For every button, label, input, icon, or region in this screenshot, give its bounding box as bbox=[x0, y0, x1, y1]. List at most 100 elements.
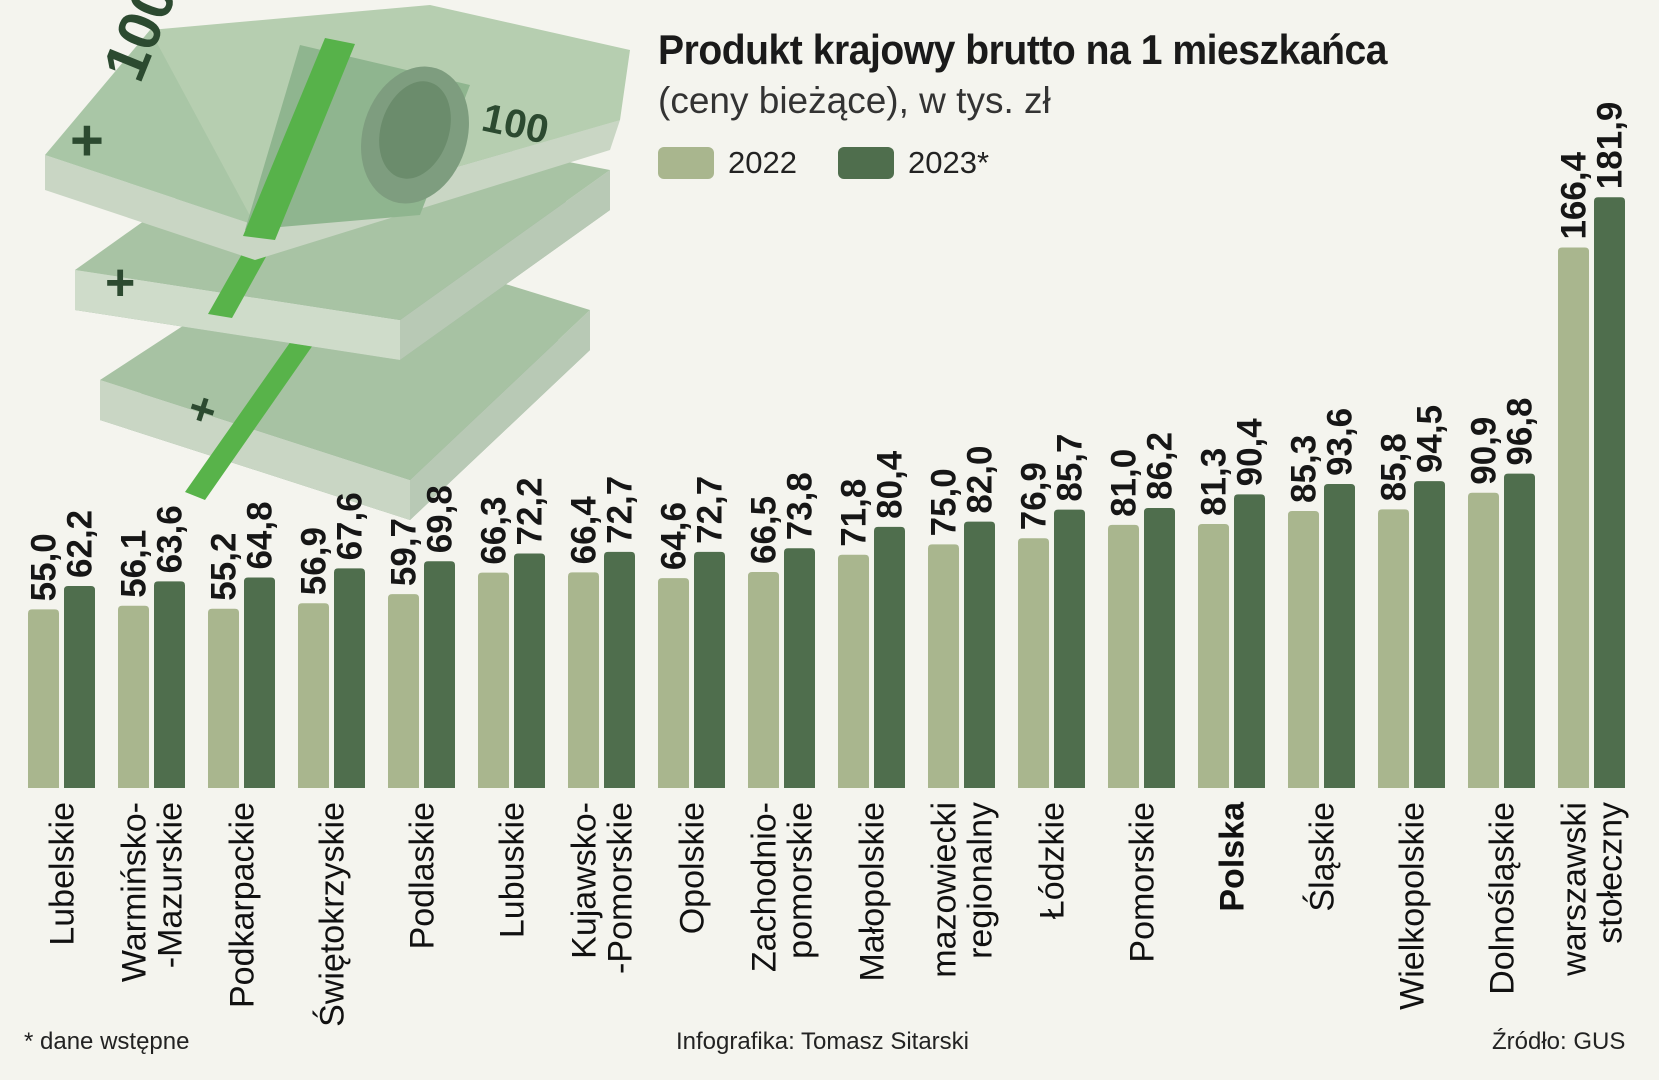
svg-text:+: + bbox=[70, 108, 104, 173]
value-label-kujawsko-pomorskie-2023: 72,7 bbox=[601, 476, 640, 544]
value-label-śląskie-2022: 85,3 bbox=[1285, 435, 1324, 503]
bar-podlaskie-2023 bbox=[424, 561, 455, 788]
value-label-wielkopolskie-2022: 85,8 bbox=[1375, 433, 1414, 501]
category-label-lubelskie: Lubelskie bbox=[44, 802, 82, 946]
value-label-opolskie-2023: 72,7 bbox=[691, 476, 730, 544]
value-label-opolskie-2022: 64,6 bbox=[655, 502, 694, 570]
value-label-dolnośląskie-2023: 96,8 bbox=[1501, 397, 1540, 465]
value-label-polska-2023: 90,4 bbox=[1231, 418, 1270, 487]
value-label-polska-2022: 81,3 bbox=[1195, 448, 1234, 516]
value-label-warszawski-stołeczny-2022: 166,4 bbox=[1555, 151, 1594, 239]
category-label-warszawski-stołeczny-line2: stołeczny bbox=[1592, 802, 1630, 944]
category-labels: Lubelskie Warmińsko--Mazurskie Podkarpacki… bbox=[44, 801, 1630, 1027]
bar-podkarpackie-2022 bbox=[208, 608, 239, 788]
bar-lubuskie-2023 bbox=[514, 553, 545, 788]
category-label-polska: Polska bbox=[1214, 801, 1252, 912]
banknote-bundle-top: 100 100 + bbox=[45, 0, 630, 260]
bar-dolnośląskie-2023 bbox=[1504, 473, 1535, 788]
value-label-łódzkie-2022: 76,9 bbox=[1015, 462, 1054, 530]
banknote-stack-illustration: + + 100 100 + bbox=[45, 0, 630, 520]
legend-label-2022: 2022 bbox=[728, 145, 797, 180]
legend-swatch-2022 bbox=[658, 147, 714, 179]
footnote: * dane wstępne bbox=[24, 1028, 190, 1055]
value-label-kujawsko-pomorskie-2022: 66,4 bbox=[565, 496, 604, 565]
bar-śląskie-2022 bbox=[1288, 510, 1319, 788]
bar-lubelskie-2022 bbox=[28, 609, 59, 788]
category-label-warmińsko-mazurskie-line1: Warmińsko- bbox=[116, 802, 154, 982]
value-label-małopolskie-2022: 71,8 bbox=[835, 479, 874, 547]
legend-label-2023: 2023* bbox=[908, 145, 990, 180]
chart-subtitle: (ceny bieżące), w tys. zł bbox=[658, 80, 1051, 121]
category-label-opolskie: Opolskie bbox=[674, 802, 712, 934]
category-label-łódzkie: Łódzkie bbox=[1034, 802, 1072, 919]
bar-polska-2022 bbox=[1198, 523, 1229, 788]
bar-świętokrzyskie-2023 bbox=[334, 568, 365, 788]
bar-polska-2023 bbox=[1234, 494, 1265, 788]
value-label-lubelskie-2023: 62,2 bbox=[61, 510, 100, 578]
bar-lubelskie-2023 bbox=[64, 585, 95, 788]
value-label-pomorskie-2023: 86,2 bbox=[1141, 432, 1180, 500]
bar-małopolskie-2023 bbox=[874, 526, 905, 788]
bar-śląskie-2023 bbox=[1324, 483, 1355, 788]
value-label-lubelskie-2022: 55,0 bbox=[25, 533, 64, 601]
legend-swatch-2023 bbox=[838, 147, 894, 179]
value-label-mazowiecki-regionalny-2022: 75,0 bbox=[925, 468, 964, 536]
bar-warmińsko-mazurskie-2022 bbox=[118, 605, 149, 788]
value-label-warmińsko-mazurskie-2023: 63,6 bbox=[151, 505, 190, 573]
chart-title: Produkt krajowy brutto na 1 mieszkańca bbox=[658, 26, 1388, 73]
category-label-podkarpackie: Podkarpackie bbox=[224, 802, 262, 1008]
value-label-śląskie-2023: 93,6 bbox=[1321, 408, 1360, 476]
bar-pomorskie-2023 bbox=[1144, 508, 1175, 788]
legend-item-2023: 2023* bbox=[838, 145, 990, 180]
bar-mazowiecki-regionalny-2023 bbox=[964, 521, 995, 788]
bar-wielkopolskie-2023 bbox=[1414, 481, 1445, 788]
bar-pomorskie-2022 bbox=[1108, 524, 1139, 788]
category-label-warszawski-stołeczny-line1: warszawski bbox=[1556, 802, 1594, 977]
category-label-kujawsko-pomorskie-line1: Kujawsko- bbox=[566, 802, 604, 959]
value-label-zachodnio-pomorskie-2022: 66,5 bbox=[745, 496, 784, 564]
category-label-mazowiecki-regionalny-line1: mazowiecki bbox=[926, 802, 964, 978]
value-label-podkarpackie-2022: 55,2 bbox=[205, 533, 244, 601]
category-label-wielkopolskie: Wielkopolskie bbox=[1394, 802, 1432, 1010]
bar-małopolskie-2022 bbox=[838, 554, 869, 788]
bar-łódzkie-2022 bbox=[1018, 538, 1049, 788]
bar-podlaskie-2022 bbox=[388, 594, 419, 788]
bar-dolnośląskie-2022 bbox=[1468, 492, 1499, 788]
category-label-lubuskie: Lubuskie bbox=[494, 802, 532, 938]
value-label-zachodnio-pomorskie-2023: 73,8 bbox=[781, 472, 820, 540]
value-label-świętokrzyskie-2022: 56,9 bbox=[295, 527, 334, 595]
bar-kujawsko-pomorskie-2022 bbox=[568, 572, 599, 788]
value-label-mazowiecki-regionalny-2023: 82,0 bbox=[961, 446, 1000, 514]
source: Źródło: GUS bbox=[1492, 1028, 1626, 1055]
category-label-mazowiecki-regionalny-line2: regionalny bbox=[962, 802, 1000, 959]
bar-łódzkie-2023 bbox=[1054, 509, 1085, 788]
bar-podkarpackie-2023 bbox=[244, 577, 275, 788]
value-label-podkarpackie-2023: 64,8 bbox=[241, 501, 280, 569]
value-label-podlaskie-2023: 69,8 bbox=[421, 485, 460, 553]
bar-zachodnio-pomorskie-2022 bbox=[748, 572, 779, 788]
svg-text:+: + bbox=[105, 254, 135, 312]
bar-kujawsko-pomorskie-2023 bbox=[604, 551, 635, 788]
credit: Infografika: Tomasz Sitarski bbox=[676, 1028, 970, 1055]
bar-group bbox=[28, 197, 1625, 789]
category-label-śląskie: Śląskie bbox=[1303, 802, 1342, 912]
bar-świętokrzyskie-2022 bbox=[298, 603, 329, 788]
legend-item-2022: 2022 bbox=[658, 145, 797, 180]
bar-value-labels: 55,062,2 56,163,6 55,264,8 56,967,6 59,769,8… bbox=[25, 102, 1630, 602]
bar-warszawski-stołeczny-2023 bbox=[1594, 197, 1625, 789]
category-label-kujawsko-pomorskie-line2: -Pomorskie bbox=[602, 802, 640, 974]
category-label-świętokrzyskie: Świętokrzyskie bbox=[313, 802, 352, 1027]
value-label-warmińsko-mazurskie-2022: 56,1 bbox=[115, 530, 154, 598]
value-label-podlaskie-2022: 59,7 bbox=[385, 518, 424, 586]
bar-warszawski-stołeczny-2022 bbox=[1558, 247, 1589, 788]
value-label-lubuskie-2023: 72,2 bbox=[511, 477, 550, 545]
value-label-małopolskie-2023: 80,4 bbox=[871, 450, 910, 519]
bar-zachodnio-pomorskie-2023 bbox=[784, 548, 815, 788]
bar-mazowiecki-regionalny-2022 bbox=[928, 544, 959, 788]
value-label-lubuskie-2022: 66,3 bbox=[475, 497, 514, 565]
value-label-dolnośląskie-2022: 90,9 bbox=[1465, 417, 1504, 485]
category-label-podlaskie: Podlaskie bbox=[404, 802, 442, 949]
value-label-wielkopolskie-2023: 94,5 bbox=[1411, 405, 1450, 473]
category-label-pomorskie: Pomorskie bbox=[1124, 802, 1162, 963]
